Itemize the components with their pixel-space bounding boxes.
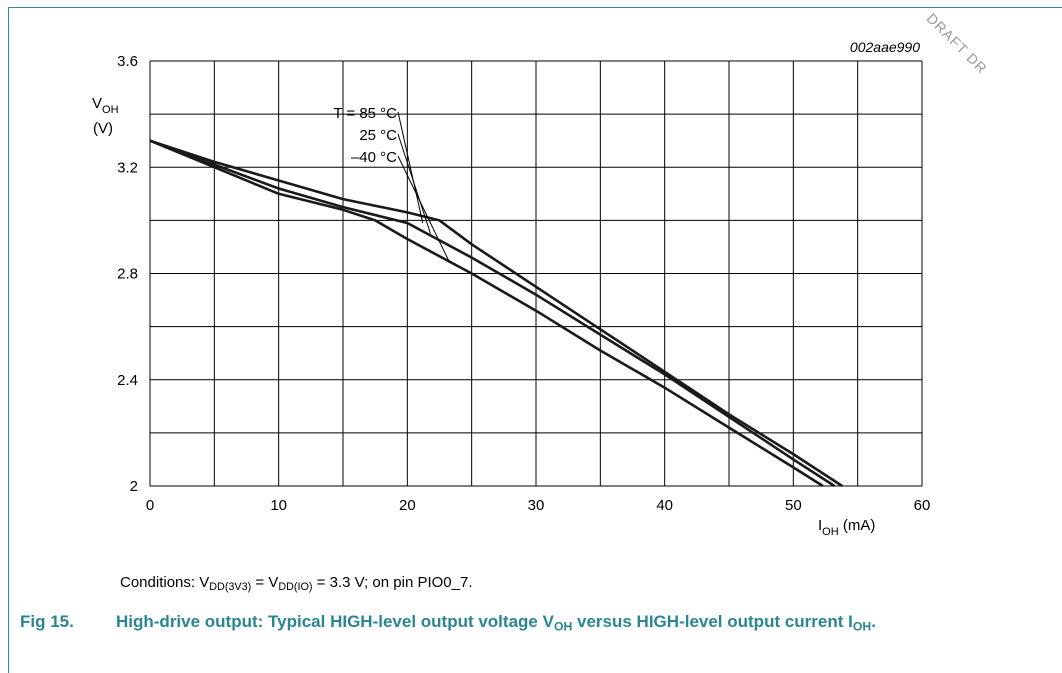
- conditions-mid: = V: [251, 574, 279, 591]
- y-tick-label: 3.2: [117, 159, 138, 176]
- figure-title: High-drive output: Typical HIGH-level ou…: [116, 610, 1006, 638]
- series-line-1: [149, 139, 836, 488]
- figure-number: Fig 15.: [20, 612, 74, 631]
- tick-labels: 0 10 20 30 40 50 60 2 2.4 2.8 3.2 3.6: [117, 53, 930, 514]
- y-axis-symbol: V: [92, 95, 102, 112]
- conditions-sub1: DD(3V3): [209, 581, 252, 594]
- y-tick-label: 2.4: [117, 372, 138, 389]
- series-line-2: [149, 139, 824, 488]
- caption-sub-a: OH: [553, 619, 573, 634]
- curve-label-85c: T = 85 °C: [333, 105, 397, 122]
- caption-sub-b: OH: [852, 619, 872, 634]
- y-axis-label: VOH: [92, 95, 119, 116]
- conditions-note: Conditions: VDD(3V3) = VDD(IO) = 3.3 V; …: [120, 574, 472, 593]
- curve-label-leaders: [397, 111, 451, 264]
- x-axis-label: IOH (mA): [818, 517, 875, 538]
- curve-label-leader: [397, 133, 431, 234]
- x-axis-symbol-sub: OH: [822, 526, 839, 538]
- caption-text-a: High-drive output: Typical HIGH-level ou…: [116, 612, 554, 631]
- figure-id: 002aae990: [850, 39, 920, 55]
- frame-left-border: [8, 7, 9, 673]
- curve-label-leader: [397, 155, 451, 264]
- y-axis-unit: (V): [93, 120, 113, 137]
- caption-text-c: .: [871, 612, 876, 631]
- curve-label-leader: [397, 111, 424, 224]
- x-tick-label: 50: [785, 497, 802, 514]
- x-tick-label: 0: [146, 497, 154, 514]
- y-tick-label: 2.8: [117, 266, 138, 283]
- x-tick-label: 10: [270, 497, 287, 514]
- x-axis-unit: (mA): [839, 517, 876, 534]
- conditions-prefix: Conditions: V: [120, 574, 210, 591]
- series-line-0: [149, 139, 843, 488]
- grid: [149, 60, 923, 487]
- x-tick-label: 60: [914, 497, 931, 514]
- x-tick-label: 30: [528, 497, 545, 514]
- caption-text-b: versus HIGH-level output current I: [572, 612, 853, 631]
- conditions-suffix: = 3.3 V; on pin PIO0_7.: [312, 574, 473, 591]
- curve-label-25c: 25 °C: [359, 127, 397, 144]
- x-tick-label: 40: [656, 497, 673, 514]
- conditions-sub2: DD(IO): [278, 581, 313, 594]
- x-axis-symbol: I: [818, 517, 822, 534]
- frame-top-border: [8, 7, 1062, 8]
- y-tick-label: 2: [130, 478, 138, 495]
- curve-label-minus40c: –40 °C: [351, 149, 397, 166]
- x-tick-label: 20: [399, 497, 416, 514]
- series-group: [149, 139, 843, 488]
- y-tick-label: 3.6: [117, 53, 138, 70]
- y-axis-symbol-sub: OH: [102, 104, 119, 116]
